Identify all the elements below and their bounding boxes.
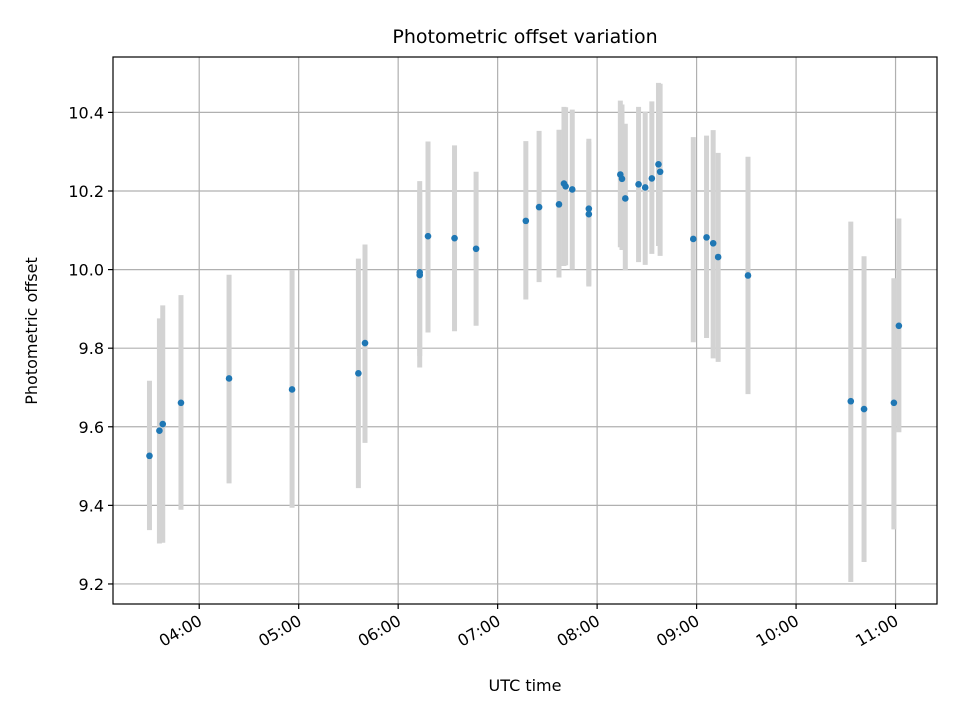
data-point [562,182,569,190]
data-point [641,184,649,191]
data-point [709,239,717,247]
data-point [451,234,458,242]
data-point [522,217,530,225]
data-points [146,160,903,460]
y-tick-label: 9.6 [79,418,104,437]
data-point [744,272,752,279]
data-point [472,245,480,253]
data-point [355,370,362,377]
data-point [555,201,563,208]
y-tick-label: 9.4 [79,496,104,515]
data-point [585,210,593,218]
data-point [895,322,903,330]
y-tick-label: 10.2 [68,182,104,201]
data-point [146,452,153,460]
data-point [655,160,662,168]
data-point [361,339,369,347]
y-axis-label: Photometric offset [22,257,41,405]
y-tick-label: 10.0 [68,261,104,280]
plot-frame [112,56,938,605]
x-axis-label: UTC time [489,676,562,695]
data-point [568,186,576,193]
y-axis: 9.2 9.4 9.6 9.8 10.0 10.2 10.4 [68,103,113,594]
data-point [156,427,163,435]
y-tick-label: 9.8 [79,339,104,358]
data-point [622,195,629,202]
data-point [159,420,167,428]
data-point [535,203,543,211]
data-point [585,205,593,212]
data-point [689,235,697,243]
data-point [703,234,710,241]
y-tick-label: 9.2 [79,575,104,594]
data-point [618,175,626,183]
chart-title: Photometric offset variation [392,26,657,48]
data-point [177,399,185,407]
data-point [416,269,424,276]
data-point [714,253,722,261]
data-point [847,397,855,405]
data-point [860,405,868,413]
y-tick-label: 10.4 [68,103,104,122]
data-point [225,375,233,382]
data-point [635,181,642,188]
data-point [648,175,656,182]
data-point [288,386,296,393]
data-point [656,168,664,176]
data-point [424,232,432,240]
data-point [890,399,898,407]
